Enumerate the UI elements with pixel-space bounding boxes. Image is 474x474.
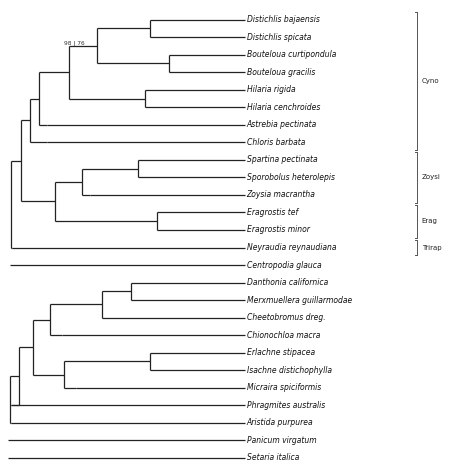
- Text: Sporobolus heterolepis: Sporobolus heterolepis: [246, 173, 335, 182]
- Text: Eragrostis minor: Eragrostis minor: [246, 226, 310, 235]
- Text: Setaria italica: Setaria italica: [246, 454, 299, 463]
- Text: Erlachne stipacea: Erlachne stipacea: [246, 348, 315, 357]
- Text: Panicum virgatum: Panicum virgatum: [246, 436, 316, 445]
- Text: Merxmuellera guillarmodae: Merxmuellera guillarmodae: [246, 296, 352, 305]
- Text: Chloris barbata: Chloris barbata: [246, 138, 305, 147]
- Text: 98 | 76: 98 | 76: [64, 41, 84, 46]
- Text: Spartina pectinata: Spartina pectinata: [246, 155, 317, 164]
- Text: Distichlis spicata: Distichlis spicata: [246, 33, 311, 42]
- Text: Phragmites australis: Phragmites australis: [246, 401, 325, 410]
- Text: Erag: Erag: [422, 218, 438, 224]
- Text: Chionochloa macra: Chionochloa macra: [246, 331, 320, 340]
- Text: Astrebia pectinata: Astrebia pectinata: [246, 120, 317, 129]
- Text: Bouteloua curtipondula: Bouteloua curtipondula: [246, 50, 336, 59]
- Text: Hilaria cenchroides: Hilaria cenchroides: [246, 103, 320, 112]
- Text: Cyno: Cyno: [422, 78, 439, 84]
- Text: Isachne distichophylla: Isachne distichophylla: [246, 366, 331, 375]
- Text: Neyraudia reynaudiana: Neyraudia reynaudiana: [246, 243, 336, 252]
- Text: Trirap: Trirap: [422, 245, 441, 251]
- Text: Eragrostis tef: Eragrostis tef: [246, 208, 298, 217]
- Text: Bouteloua gracilis: Bouteloua gracilis: [246, 68, 315, 77]
- Text: Danthonia californica: Danthonia californica: [246, 278, 328, 287]
- Text: Hilaria rigida: Hilaria rigida: [246, 85, 295, 94]
- Text: Aristida purpurea: Aristida purpurea: [246, 419, 313, 428]
- Text: Distichlis bajaensis: Distichlis bajaensis: [246, 15, 319, 24]
- Text: Micraira spiciformis: Micraira spiciformis: [246, 383, 321, 392]
- Text: Zoysi: Zoysi: [422, 174, 441, 181]
- Text: Cheetobromus dreg.: Cheetobromus dreg.: [246, 313, 325, 322]
- Text: Zoysia macrantha: Zoysia macrantha: [246, 191, 315, 200]
- Text: Centropodia glauca: Centropodia glauca: [246, 261, 321, 270]
